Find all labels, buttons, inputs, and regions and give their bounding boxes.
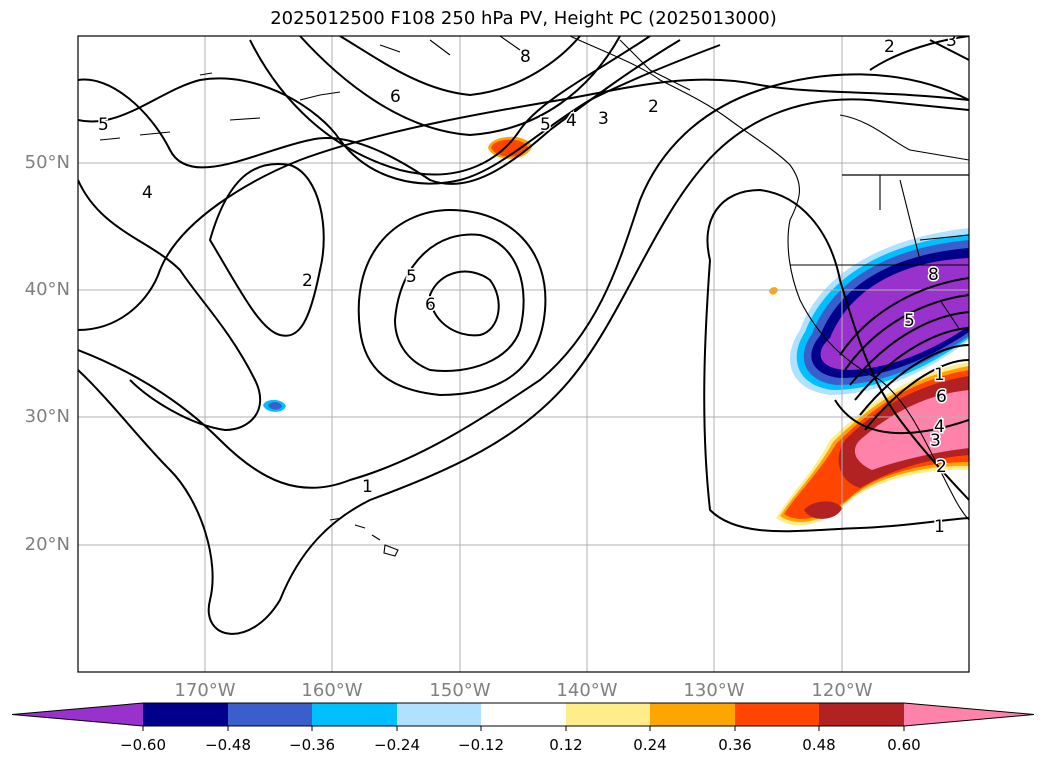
contour-label: 6 (425, 295, 436, 315)
colorbar-tick: 0.48 (802, 736, 836, 754)
colorbar-segment (819, 703, 904, 726)
contour-label: 6 (936, 387, 947, 407)
colorbar-tick: 0.24 (633, 736, 667, 754)
colorbar-tick: −0.12 (458, 736, 504, 754)
colorbar-extend-max (904, 703, 1034, 726)
colorbar-outline (11, 702, 1035, 727)
colorbar-segments (11, 702, 1035, 731)
contour-label: 5 (904, 311, 915, 331)
colorbar-tick: 0.12 (549, 736, 583, 754)
pv-negative-anomaly (263, 228, 969, 412)
colorbar-segment (143, 703, 228, 726)
lon-label: 150°W (429, 680, 491, 701)
contour-label: 8 (520, 47, 531, 67)
colorbar-segment (397, 703, 481, 726)
map-frame (77, 35, 970, 673)
lon-label: 120°W (811, 680, 873, 701)
contour-label: 4 (934, 417, 945, 437)
lat-label: 40°N (24, 279, 70, 300)
colorbar-tick: −0.60 (120, 736, 166, 754)
graticule (78, 36, 969, 672)
contour-label: 5 (98, 115, 109, 135)
contour-label: 5 (406, 267, 417, 287)
colorbar-tick: 0.60 (887, 736, 921, 754)
contour-label: 1 (934, 365, 945, 385)
map-title: 2025012500 F108 250 hPa PV, Height PC (2… (270, 8, 777, 29)
lon-label: 140°W (556, 680, 618, 701)
colorbar-tick: −0.24 (374, 736, 420, 754)
contour-label: 4 (142, 183, 153, 203)
colorbar-segment (650, 703, 735, 726)
colorbar-tick: −0.48 (205, 736, 251, 754)
contour-label: 3 (598, 109, 609, 129)
contour-label: 3 (946, 31, 957, 51)
contour-label: 2 (936, 457, 947, 477)
contour-label: 1 (362, 477, 373, 497)
colorbar-segment (228, 703, 312, 726)
coastlines (99, 36, 969, 557)
contour-label: 2 (648, 97, 659, 117)
colorbar-extend-min (12, 703, 143, 726)
contour-label: 4 (566, 111, 577, 131)
colorbar-segment (735, 703, 819, 726)
pv-positive-anomaly (488, 136, 969, 526)
contour-label: 3 (930, 431, 941, 451)
contour-label: 8 (928, 265, 939, 285)
lon-label: 130°W (683, 680, 745, 701)
contour-label: 2 (884, 37, 895, 57)
lat-label: 30°N (24, 406, 70, 427)
lon-label: 170°W (174, 680, 236, 701)
contour-label: 6 (390, 87, 401, 107)
colorbar-tick: −0.36 (289, 736, 335, 754)
height-contours (78, 36, 969, 635)
colorbar-segment (566, 703, 650, 726)
lat-label: 20°N (24, 534, 70, 555)
colorbar-segment (312, 703, 397, 726)
lat-label: 50°N (24, 152, 70, 173)
colorbar-tick: 0.36 (718, 736, 752, 754)
contour-label: 5 (540, 115, 551, 135)
contour-label: 1 (934, 517, 945, 537)
map-plot: 5 4 2 6 5 6 8 5 4 3 2 1 2 3 1 8 5 6 4 3 … (77, 31, 970, 673)
colorbar-segment (481, 703, 566, 726)
lon-label: 160°W (301, 680, 363, 701)
contour-label: 2 (302, 271, 313, 291)
